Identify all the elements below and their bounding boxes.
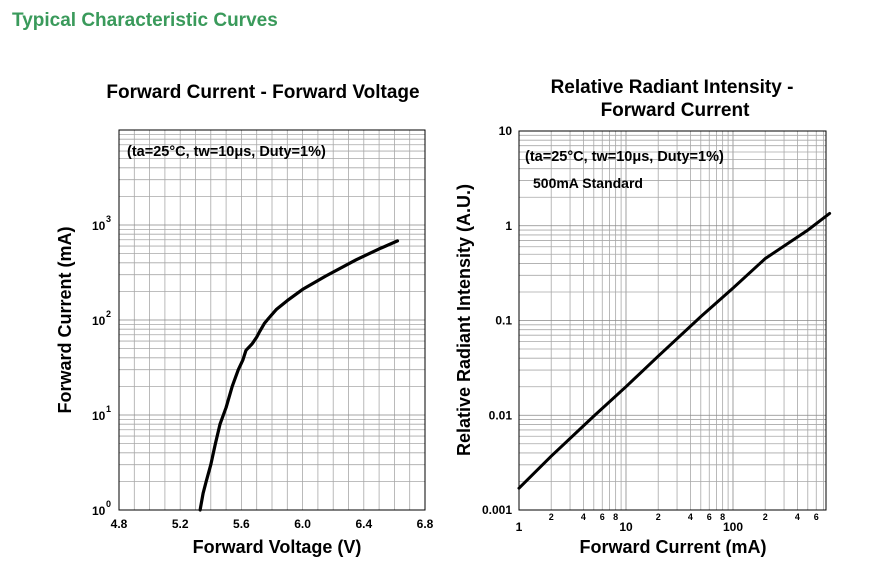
chart2-plot-border [518,130,827,511]
chart1-y-tick-exp: 0 [106,499,111,509]
chart1-gridlines [119,130,425,510]
chart1-y-tick-exp: 3 [106,214,111,224]
chart1-y-tick: 10 [92,409,106,423]
chart2-y-tick: 0.001 [482,503,512,517]
chart1-x-tick: 6.4 [355,517,372,531]
chart1-y-tick: 10 [92,314,106,328]
chart2-x-tick: 6 [600,512,605,522]
chart2-standard-note: 500mA Standard [533,175,643,191]
chart1-y-tick: 10 [92,219,106,233]
radiant-intensity-chart: Relative Radiant Intensity - Forward Cur… [454,77,832,557]
chart2-x-tick: 8 [613,512,618,522]
chart2-y-axis-label: Relative Radiant Intensity (A.U.) [454,184,474,456]
chart1-x-tick: 6.8 [417,517,434,531]
chart2-x-tick: 1 [516,520,523,534]
chart1-y-tick-exp: 1 [106,404,111,414]
chart2-x-tick: 2 [763,512,768,522]
chart2-x-tick: 6 [814,512,819,522]
chart2-x-tick: 2 [549,512,554,522]
page-heading: Typical Characteristic Curves [12,10,278,31]
chart2-y-tick: 0.1 [495,314,512,328]
chart1-plot-border [118,129,426,511]
chart2-y-tick-labels: 0.001 0.01 0.1 1 10 [482,124,512,517]
chart2-x-tick: 8 [720,512,725,522]
chart1-y-tick-exp: 2 [106,309,111,319]
chart2-x-axis-label: Forward Current (mA) [579,537,766,557]
chart1-conditions: (ta=25°C, tw=10μs, Duty=1%) [127,144,326,160]
chart2-x-tick: 2 [656,512,661,522]
chart2-x-tick: 4 [581,512,586,522]
forward-voltage-chart: Forward Current - Forward Voltage 4.8 5.2… [55,82,434,557]
chart2-gridlines [519,131,826,510]
chart2-intensity-curve [517,211,832,490]
chart1-x-tick: 6.0 [294,517,311,531]
chart2-y-tick: 1 [505,219,512,233]
chart1-x-tick: 4.8 [111,517,128,531]
chart1-y-tick: 10 [92,504,106,518]
chart2-x-tick: 6 [707,512,712,522]
chart1-y-axis-label: Forward Current (mA) [55,226,75,413]
chart1-x-tick-labels: 4.8 5.2 5.6 6.0 6.4 6.8 [111,517,434,531]
chart2-y-tick: 0.01 [489,408,513,422]
chart2-conditions: (ta=25°C, tw=10μs, Duty=1%) [525,149,724,165]
chart2-x-tick: 10 [619,520,633,534]
chart2-title-line1: Relative Radiant Intensity - [551,77,794,98]
chart1-title: Forward Current - Forward Voltage [106,82,419,103]
chart2-x-tick: 4 [795,512,800,522]
chart1-x-axis-label: Forward Voltage (V) [193,537,362,557]
chart1-iv-curve [198,239,400,512]
chart2-title-line2: Forward Current [601,100,751,121]
chart2-y-tick: 10 [499,124,513,138]
chart2-x-tick: 4 [688,512,693,522]
chart1-x-tick: 5.6 [233,517,250,531]
chart1-x-tick: 5.2 [172,517,189,531]
chart2-x-tick: 100 [723,520,743,534]
